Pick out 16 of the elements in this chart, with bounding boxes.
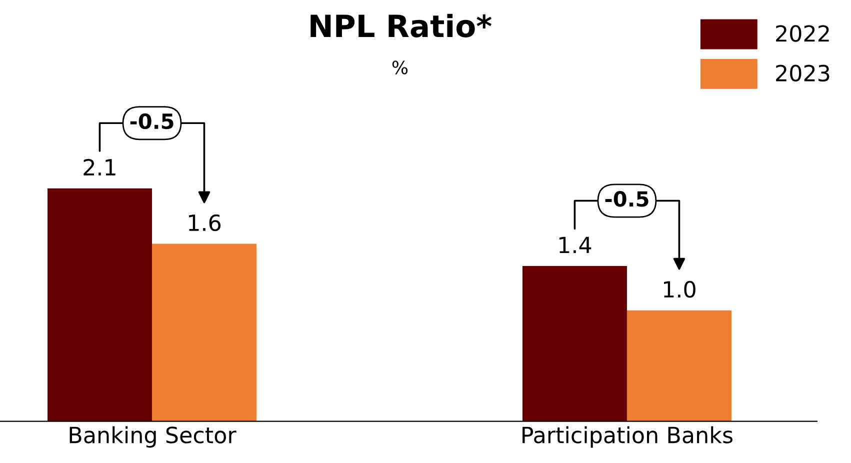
annotation: -0.5 (605, 191, 648, 207)
data-label: 2.1 (84, 158, 116, 176)
chart-title: NPL Ratio* (310, 14, 492, 38)
legend-label: 2023 (776, 64, 830, 82)
chart-subtitle: % (392, 60, 408, 74)
data-label: 1.6 (189, 214, 221, 232)
legend-label: 2022 (776, 25, 829, 42)
bar (522, 266, 627, 422)
bar (152, 244, 256, 422)
bar (626, 310, 732, 422)
data-label: 1.4 (559, 236, 592, 254)
x-tick-label: Participation Banks (522, 426, 732, 448)
bar (48, 188, 152, 422)
text: -0.5 (130, 113, 174, 130)
x-tick-label: Banking Sector (70, 426, 236, 448)
data-label: 1.0 (664, 280, 696, 298)
